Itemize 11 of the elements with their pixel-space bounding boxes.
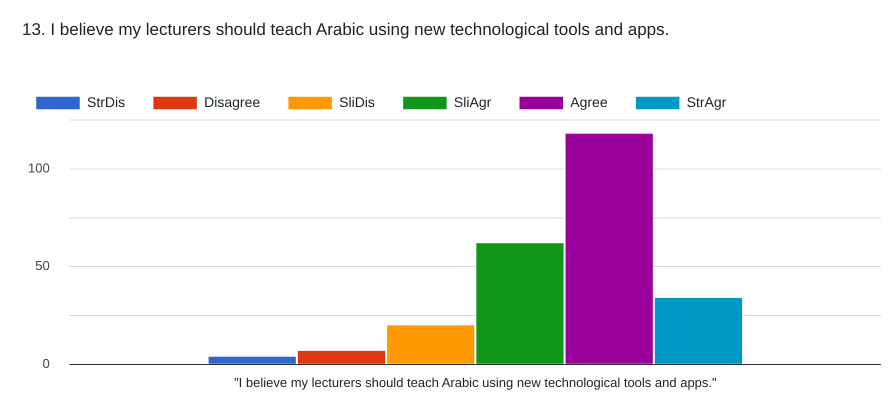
- legend-label: SliAgr: [454, 94, 492, 110]
- y-tick-label: 0: [42, 356, 50, 371]
- legend-label: Agree: [570, 94, 608, 110]
- legend-label: SliDis: [339, 94, 375, 110]
- legend-label: StrAgr: [686, 94, 727, 110]
- x-tick-label: "I believe my lecturers should teach Arabic using new technological tools and apps.": [234, 374, 718, 390]
- legend-label: Disagree: [204, 94, 260, 110]
- y-tick-label: 50: [35, 258, 50, 274]
- chart-title: 13. I believe my lecturers should teach Arabic using new technological tools and apps.: [21, 19, 670, 41]
- y-tick-label: 100: [28, 160, 50, 176]
- legend-label: StrDis: [87, 94, 126, 110]
